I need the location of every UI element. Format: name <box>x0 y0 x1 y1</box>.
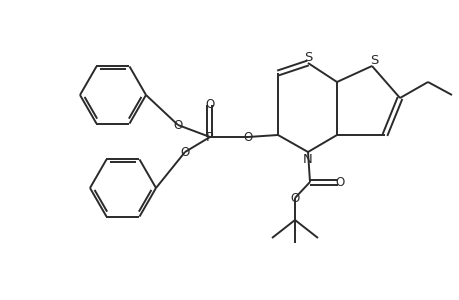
Text: O: O <box>335 176 344 188</box>
Text: S: S <box>369 53 377 67</box>
Text: O: O <box>180 146 189 158</box>
Text: P: P <box>206 130 213 143</box>
Text: S: S <box>303 50 312 64</box>
Text: O: O <box>205 98 214 110</box>
Text: N: N <box>302 152 312 166</box>
Text: O: O <box>290 191 299 205</box>
Text: O: O <box>173 118 182 131</box>
Text: O: O <box>243 130 252 143</box>
